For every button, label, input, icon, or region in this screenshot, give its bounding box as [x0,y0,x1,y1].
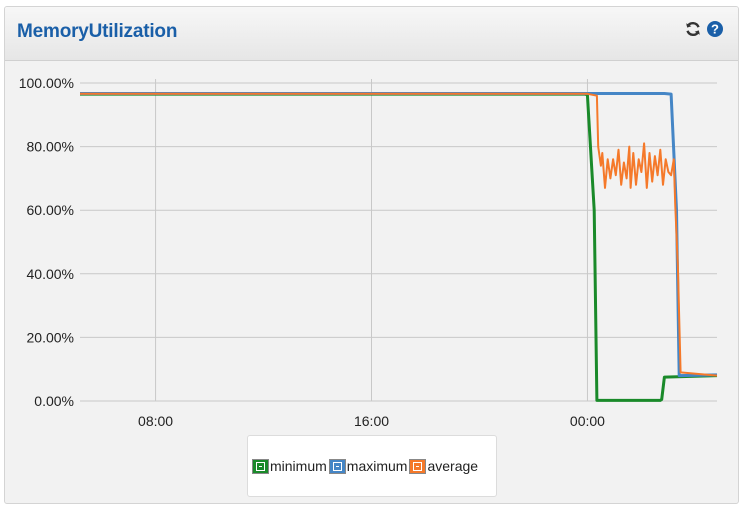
panel-title: MemoryUtilization [17,21,178,42]
y-tick-label: 20.00% [27,329,74,345]
series-line-maximum [80,92,718,378]
legend-swatch [328,458,346,474]
y-tick-label: 100.00% [19,75,74,91]
legend-item-minimum[interactable]: minimum [252,458,327,474]
chart-legend: minimum maximum average [247,435,497,497]
memory-utilization-panel: MemoryUtilization ? 100.00% 80.00% 60.00% 4… [4,6,739,504]
x-tick-label: 00:00 [570,413,605,429]
help-icon[interactable]: ? [706,20,724,38]
series-line-minimum [80,92,718,402]
y-tick-label: 40.00% [27,266,74,282]
y-axis-ticks: 100.00% 80.00% 60.00% 40.00% 20.00% 0.00% [19,75,74,409]
chart-grid [80,79,717,402]
legend-label: average [427,458,479,474]
svg-text:?: ? [711,22,719,37]
y-tick-label: 0.00% [34,393,74,409]
chart-series [80,92,718,402]
legend-item-average[interactable]: average [409,458,478,474]
legend-label: minimum [270,458,327,474]
x-axis-ticks: 08:00 16:00 00:00 [138,413,605,429]
legend-label: maximum [346,458,408,474]
y-tick-label: 60.00% [27,202,74,218]
series-line-average [80,92,718,377]
legend-swatch [252,458,269,474]
y-tick-label: 80.00% [27,139,74,155]
refresh-icon[interactable] [684,20,702,38]
legend-item-maximum[interactable]: maximum [328,458,408,474]
panel-header: MemoryUtilization ? [5,7,738,61]
line-chart: 100.00% 80.00% 60.00% 40.00% 20.00% 0.00% 08:… [19,75,718,429]
x-tick-label: 08:00 [138,413,173,429]
x-tick-label: 16:00 [354,413,389,429]
legend-swatch [409,458,427,474]
